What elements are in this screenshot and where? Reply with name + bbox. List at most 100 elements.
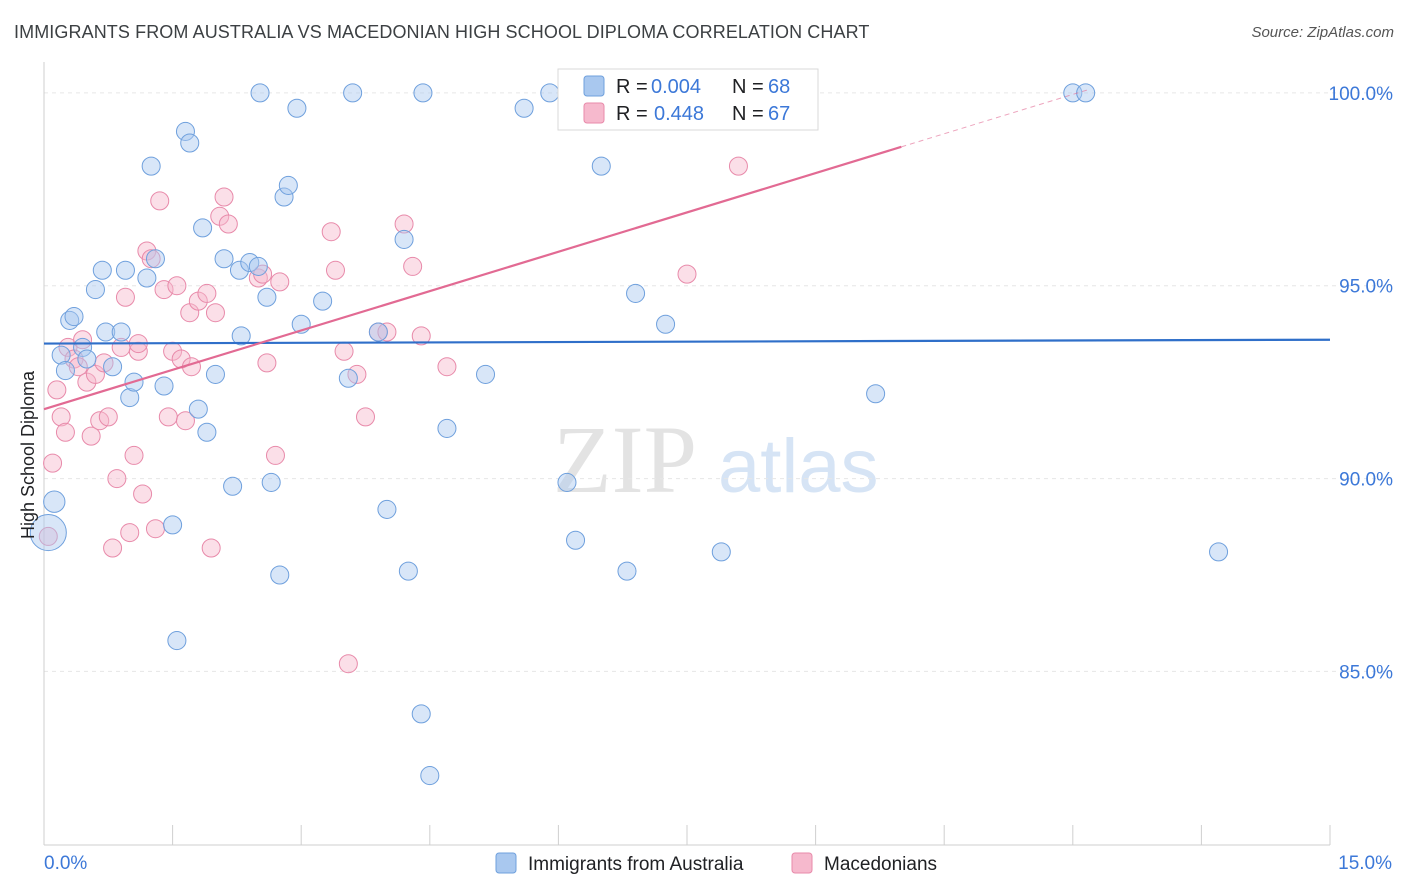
australia-point	[248, 256, 268, 276]
australia-point	[711, 542, 731, 562]
australia-point	[43, 490, 66, 513]
legend-r-label-1: R =	[616, 76, 648, 98]
legend-n-value-1: 68	[768, 76, 790, 98]
macedonians-point	[394, 214, 414, 234]
australia-point	[377, 499, 397, 519]
australia-point	[343, 83, 363, 103]
macedonians-point	[325, 260, 345, 280]
australia-point	[274, 187, 294, 207]
macedonians-point	[321, 222, 341, 242]
australia-point	[1209, 542, 1229, 562]
legend-n-value-2: 67	[768, 103, 790, 125]
y-tick-labels: 85.0% 90.0% 95.0% 100.0%	[1329, 84, 1394, 684]
australia-point	[411, 704, 431, 724]
x-tick-label-max: 15.0%	[1338, 853, 1392, 874]
australia-point	[77, 349, 97, 369]
australia-points	[29, 83, 1229, 786]
bottom-legend-label-australia: Immigrants from Australia	[528, 854, 744, 875]
bottom-legend-label-macedonians: Macedonians	[824, 854, 937, 875]
australia-point	[591, 156, 611, 176]
y-tick-label-95: 95.0%	[1339, 277, 1393, 298]
macedonians-point	[334, 341, 354, 361]
australia-point	[231, 326, 251, 346]
australia-point	[29, 514, 67, 552]
australia-point	[137, 268, 157, 288]
macedonians-trend-extension	[901, 88, 1091, 148]
macedonians-point	[257, 353, 277, 373]
australia-point	[617, 561, 637, 581]
australia-point	[64, 307, 84, 327]
australia-point	[214, 249, 234, 269]
australia-point	[394, 229, 414, 249]
legend-swatch-blue	[583, 75, 605, 97]
macedonians-point	[103, 538, 123, 558]
macedonians-point	[338, 654, 358, 674]
legend-r-value-2: 0.448	[654, 103, 704, 125]
macedonians-point	[43, 453, 63, 473]
legend-r-value-1: 0.004	[651, 76, 701, 98]
australia-point	[55, 361, 75, 381]
australia-point	[145, 249, 165, 269]
australia-point	[229, 260, 249, 280]
australia-point	[257, 287, 277, 307]
australia-point	[188, 399, 208, 419]
australia-point	[413, 83, 433, 103]
australia-point	[270, 565, 290, 585]
macedonians-point	[728, 156, 748, 176]
macedonians-point	[150, 191, 170, 211]
macedonians-point	[47, 380, 67, 400]
axes	[43, 62, 1331, 846]
australia-point	[566, 530, 586, 550]
macedonians-point	[158, 407, 178, 427]
trend-lines	[43, 88, 1331, 411]
australia-point	[115, 260, 135, 280]
australia-point	[626, 283, 646, 303]
australia-point	[92, 260, 112, 280]
macedonians-trend-line	[43, 145, 902, 411]
bottom-legend-swatch-blue	[495, 852, 517, 874]
macedonians-point	[133, 484, 153, 504]
australia-point	[163, 515, 183, 535]
macedonians-point	[55, 422, 75, 442]
bottom-legend-swatch-pink	[791, 852, 813, 874]
australia-point	[193, 218, 213, 238]
macedonians-point	[120, 523, 140, 543]
macedonians-point	[175, 411, 195, 431]
australia-point	[261, 472, 281, 492]
macedonians-point	[145, 519, 165, 539]
australia-point	[313, 291, 333, 311]
macedonians-point	[214, 187, 234, 207]
legend-n-label-2: N =	[732, 103, 764, 125]
australia-point	[167, 631, 187, 651]
australia-point	[141, 156, 161, 176]
australia-point	[420, 766, 440, 786]
macedonians-point	[115, 287, 135, 307]
macedonians-point	[38, 526, 58, 546]
x-tick-label-min: 0.0%	[44, 853, 87, 874]
australia-point	[120, 388, 140, 408]
y-axis-label: High School Diploma	[18, 370, 38, 539]
australia-point	[51, 345, 71, 365]
australia-point	[197, 422, 217, 442]
legend-r-label-2: R =	[616, 103, 648, 125]
macedonians-point	[141, 249, 161, 269]
macedonians-point	[411, 326, 431, 346]
bottom-legend: Immigrants from Australia Macedonians	[495, 852, 937, 875]
australia-point	[476, 364, 496, 384]
macedonians-point	[403, 256, 423, 276]
australia-point	[180, 133, 200, 153]
australia-point	[398, 561, 418, 581]
watermark-zip: ZIP	[553, 406, 697, 513]
australia-point	[540, 83, 560, 103]
macedonians-point	[124, 445, 144, 465]
legend-box: R = 0.004 N = 68 R = 0.448 N = 67	[557, 68, 819, 131]
macedonians-point	[218, 214, 238, 234]
australia-point	[111, 322, 131, 342]
macedonians-point	[265, 445, 285, 465]
legend-swatch-pink	[583, 102, 605, 124]
australia-point	[223, 476, 243, 496]
australia-point	[85, 280, 105, 300]
australia-point	[557, 472, 577, 492]
australia-point	[205, 364, 225, 384]
